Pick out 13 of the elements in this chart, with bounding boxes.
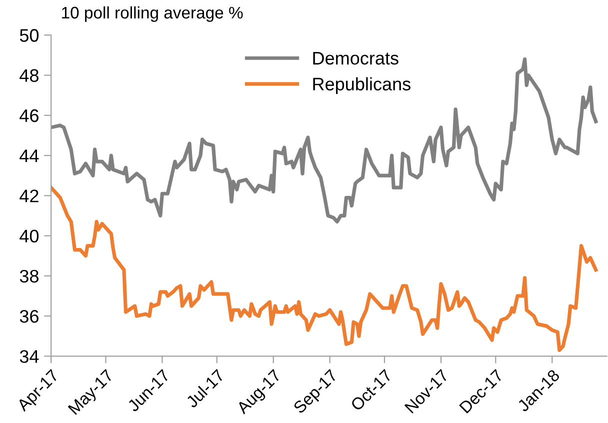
y-tick-label: 42 (20, 190, 38, 202)
legend-label: Democrats (313, 52, 398, 65)
line-series (51, 186, 598, 352)
y-tick-label: 34 (20, 350, 39, 363)
chart-title: 10 poll rolling average % (62, 6, 243, 22)
y-tick-label: 44 (20, 150, 39, 162)
y-tick-label: 48 (20, 69, 38, 82)
y-tick-label: 46 (20, 109, 38, 122)
y-tick-label: 40 (20, 230, 39, 242)
y-tick-label: 38 (20, 270, 38, 283)
y-tick-label: 36 (20, 310, 38, 323)
y-tick-label: 50 (20, 29, 39, 42)
legend-label: Republicans (313, 77, 410, 94)
